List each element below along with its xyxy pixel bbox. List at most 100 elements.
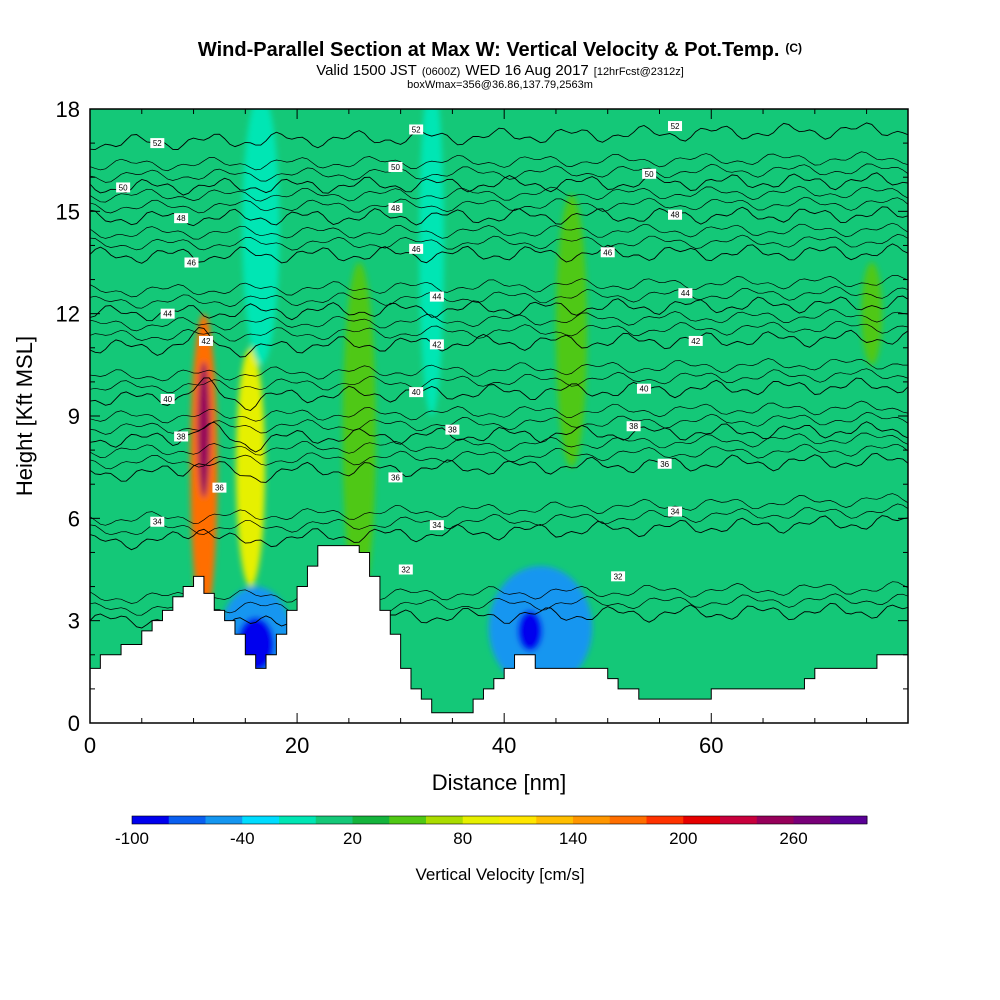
colorbar-tick-label: 200 xyxy=(669,829,697,848)
isentrope-label: 52 xyxy=(668,121,683,132)
svg-text:38: 38 xyxy=(177,432,186,441)
svg-text:40: 40 xyxy=(412,388,421,397)
isentrope-label: 52 xyxy=(409,124,424,135)
y-tick-label: 0 xyxy=(68,711,80,736)
isentrope-line xyxy=(90,368,908,394)
colorbar-label: Vertical Velocity [cm/s] xyxy=(415,865,584,884)
isentrope-label: 36 xyxy=(657,458,672,469)
svg-text:52: 52 xyxy=(412,125,421,134)
colorbar-swatch xyxy=(168,816,206,824)
y-tick-label: 12 xyxy=(56,302,80,327)
isentrope-label: 48 xyxy=(174,213,189,224)
isentrope-line xyxy=(90,234,908,251)
isentrope-label: 48 xyxy=(388,202,403,213)
velocity-cell xyxy=(861,262,883,365)
isentrope-label: 38 xyxy=(626,421,641,432)
isentrope-label: 40 xyxy=(160,393,175,404)
svg-text:38: 38 xyxy=(629,422,638,431)
svg-text:44: 44 xyxy=(681,289,690,298)
y-tick-label: 6 xyxy=(68,506,80,531)
isentrope-label: 48 xyxy=(668,209,683,220)
isentrope-line xyxy=(90,295,908,322)
colorbar-swatch xyxy=(462,816,500,824)
isentrope-line xyxy=(90,493,908,526)
isentrope-label: 52 xyxy=(150,138,165,149)
isentrope-line xyxy=(90,443,908,470)
isentrope-label: 42 xyxy=(429,339,444,350)
colorbar-swatch xyxy=(683,816,721,824)
y-tick-label: 15 xyxy=(56,199,80,224)
svg-text:50: 50 xyxy=(119,183,128,192)
colorbar-swatch xyxy=(720,816,758,824)
colorbar-swatch xyxy=(646,816,684,824)
svg-text:34: 34 xyxy=(432,521,441,530)
svg-text:32: 32 xyxy=(614,572,623,581)
svg-text:40: 40 xyxy=(640,385,649,394)
svg-text:36: 36 xyxy=(215,484,224,493)
isentrope-line xyxy=(90,185,908,203)
isentrope-label: 44 xyxy=(678,288,693,299)
colorbar-tick-label: -100 xyxy=(115,829,149,848)
velocity-cell xyxy=(242,109,280,365)
isentrope-label: 40 xyxy=(636,383,651,394)
colorbar-tick-label: 20 xyxy=(343,829,362,848)
isentrope-line xyxy=(90,122,908,151)
colorbar-tick-label: 260 xyxy=(779,829,807,848)
isentrope-label: 38 xyxy=(445,424,460,435)
isentrope-label: 50 xyxy=(116,182,131,193)
terrain xyxy=(90,545,908,723)
isentrope-line xyxy=(90,206,908,227)
isentrope-line xyxy=(90,222,908,240)
colorbar-swatch xyxy=(279,816,317,824)
colorbar-swatch xyxy=(573,816,611,824)
colorbar-tick-label: 80 xyxy=(453,829,472,848)
isentrope-line xyxy=(90,163,908,183)
isentrope-line xyxy=(90,412,908,435)
svg-text:40: 40 xyxy=(163,395,172,404)
isentrope-line xyxy=(90,308,908,332)
isentrope-label: 38 xyxy=(174,431,189,442)
isentrope-line xyxy=(90,452,908,483)
isentrope-label: 50 xyxy=(642,168,657,179)
isentrope-line xyxy=(90,196,908,214)
velocity-cell xyxy=(235,347,265,587)
x-axis-label: Distance [nm] xyxy=(432,770,567,795)
svg-text:42: 42 xyxy=(691,337,700,346)
isentrope-label: 40 xyxy=(409,387,424,398)
colorbar-swatch xyxy=(793,816,831,824)
isentrope-label: 32 xyxy=(398,564,413,575)
svg-text:34: 34 xyxy=(671,508,680,517)
chart-title: Wind-Parallel Section at Max W: Vertical… xyxy=(198,39,802,61)
x-tick-label: 60 xyxy=(699,733,723,758)
isentrope-label: 32 xyxy=(611,571,626,582)
isentrope-label: 42 xyxy=(198,335,213,346)
svg-text:36: 36 xyxy=(660,460,669,469)
colorbar-tick-label: -40 xyxy=(230,829,255,848)
chart-box-info: boxWmax=356@36.86,137.79,2563m xyxy=(407,79,593,91)
isentrope-line xyxy=(90,151,908,172)
svg-text:46: 46 xyxy=(412,245,421,254)
chart-subtitle: Valid 1500 JST (0600Z) WED 16 Aug 2017 [12h… xyxy=(316,62,684,79)
x-tick-label: 20 xyxy=(285,733,309,758)
isentrope-line xyxy=(90,581,908,604)
svg-text:36: 36 xyxy=(391,473,400,482)
isentrope-line xyxy=(90,286,908,309)
svg-text:38: 38 xyxy=(448,426,457,435)
isentrope-line xyxy=(90,172,908,196)
colorbar-swatch xyxy=(830,816,868,824)
velocity-cell xyxy=(517,610,543,652)
colorbar-swatch xyxy=(499,816,537,824)
svg-text:34: 34 xyxy=(153,518,162,527)
colorbar-swatch xyxy=(315,816,353,824)
isentrope-line xyxy=(90,400,908,424)
isentrope-label: 42 xyxy=(688,335,703,346)
isentrope-label: 46 xyxy=(600,247,615,258)
isentrope-line xyxy=(90,377,908,412)
svg-text:32: 32 xyxy=(401,566,410,575)
isentrope-label: 50 xyxy=(388,161,403,172)
colorbar-tick-label: 140 xyxy=(559,829,587,848)
colorbar-swatch xyxy=(426,816,464,824)
isentrope-line xyxy=(90,432,908,458)
